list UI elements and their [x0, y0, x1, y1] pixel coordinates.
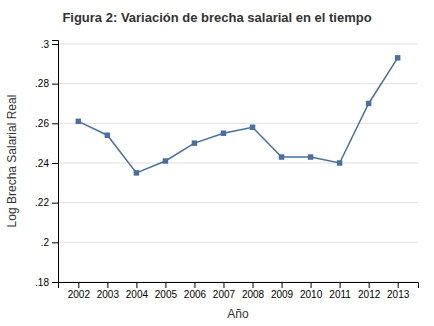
- point: [192, 140, 197, 145]
- x-tick-label: 2010: [300, 289, 323, 300]
- x-tick-mark: [194, 282, 195, 288]
- point: [308, 154, 313, 159]
- x-tick: 2011: [329, 282, 351, 300]
- x-axis-title: Año: [227, 307, 249, 321]
- x-tick-mark: [253, 282, 254, 288]
- y-tick-label: .26: [35, 118, 49, 129]
- x-tick: 2003: [97, 282, 120, 300]
- point: [395, 55, 400, 60]
- y-tick: .26: [35, 118, 58, 129]
- x-tick: 2010: [300, 282, 323, 300]
- x-tick-mark: [311, 282, 312, 288]
- x-tick-label: 2007: [213, 289, 236, 300]
- y-tick-label: .3: [41, 39, 50, 50]
- y-tick: .3: [41, 39, 58, 50]
- y-tick-mark: [52, 84, 58, 85]
- point: [105, 132, 110, 137]
- y-tick-label: .18: [35, 277, 49, 288]
- x-tick-label: 2013: [387, 289, 410, 300]
- x-tick-label: 2008: [242, 289, 265, 300]
- y-tick-label: .28: [35, 78, 49, 89]
- x-tick-label: 2012: [358, 289, 381, 300]
- y-tick-mark: [52, 44, 58, 45]
- y-axis: .18 .2 .22 .24 .26 .28 .3: [35, 39, 58, 288]
- line: [78, 58, 397, 173]
- x-tick-mark: [223, 282, 224, 288]
- y-tick-label: .2: [41, 237, 50, 248]
- y-tick-label: .22: [35, 197, 49, 208]
- x-tick-label: 2009: [271, 289, 294, 300]
- y-tick-mark: [52, 163, 58, 164]
- y-tick: .24: [35, 158, 58, 169]
- point: [221, 130, 226, 135]
- x-tick: 2012: [358, 282, 381, 300]
- x-tick: 2005: [155, 282, 178, 300]
- x-tick: 2007: [213, 282, 236, 300]
- point: [279, 154, 284, 159]
- y-tick-mark: [52, 282, 58, 283]
- x-tick-mark: [165, 282, 166, 288]
- point: [163, 158, 168, 163]
- x-tick-label: 2005: [155, 289, 178, 300]
- y-axis-title: Log Brecha Salarial Real: [5, 95, 19, 228]
- x-tick-label: 2002: [68, 289, 91, 300]
- grid-line: [58, 43, 418, 44]
- plot-area: 2002 2003 2004 2005 2006 2007 2008 2009 2010 2011…: [35, 39, 418, 300]
- x-tick-label: 2004: [126, 289, 149, 300]
- point: [366, 101, 371, 106]
- x-tick-mark: [78, 282, 79, 288]
- grid-line: [58, 242, 418, 243]
- x-tick-label: 2011: [329, 289, 351, 300]
- point: [250, 125, 255, 130]
- x-tick-mark: [369, 282, 370, 288]
- point: [134, 170, 139, 175]
- grid-line: [58, 162, 418, 163]
- y-tick-mark: [52, 123, 58, 124]
- x-tick-mark: [340, 282, 341, 288]
- y-tick-mark: [52, 242, 58, 243]
- x-axis-line: [59, 283, 419, 289]
- x-tick: 2002: [68, 282, 91, 300]
- point: [76, 119, 81, 124]
- chart: 2002 2003 2004 2005 2006 2007 2008 2009 2010 2011…: [0, 0, 434, 326]
- grid-line: [58, 83, 418, 84]
- grid-line: [58, 202, 418, 203]
- x-tick: 2009: [271, 282, 294, 300]
- y-tick: .2: [41, 237, 58, 248]
- y-tick: .22: [35, 197, 58, 208]
- x-tick: 2008: [242, 282, 265, 300]
- grid-line: [58, 123, 418, 124]
- grid: [58, 44, 418, 282]
- point: [337, 160, 342, 165]
- x-axis: 2002 2003 2004 2005 2006 2007 2008 2009 2010 2011…: [59, 282, 419, 300]
- title: Figura 2: Variación de brecha salarial e…: [62, 10, 371, 25]
- x-tick-mark: [398, 282, 399, 288]
- x-tick-label: 2006: [184, 289, 207, 300]
- y-tick-mark: [52, 203, 58, 204]
- x-tick-mark: [136, 282, 137, 288]
- x-tick: 2004: [126, 282, 149, 300]
- marks: [76, 55, 401, 176]
- x-tick: 2013: [387, 282, 410, 300]
- y-axis-line: [52, 41, 59, 283]
- x-tick-mark: [107, 282, 108, 288]
- x-tick-mark: [282, 282, 283, 288]
- x-tick-label: 2003: [97, 289, 120, 300]
- y-tick-label: .24: [35, 158, 49, 169]
- x-tick: 2006: [184, 282, 207, 300]
- y-tick: .28: [35, 78, 58, 89]
- y-tick: .18: [35, 277, 58, 288]
